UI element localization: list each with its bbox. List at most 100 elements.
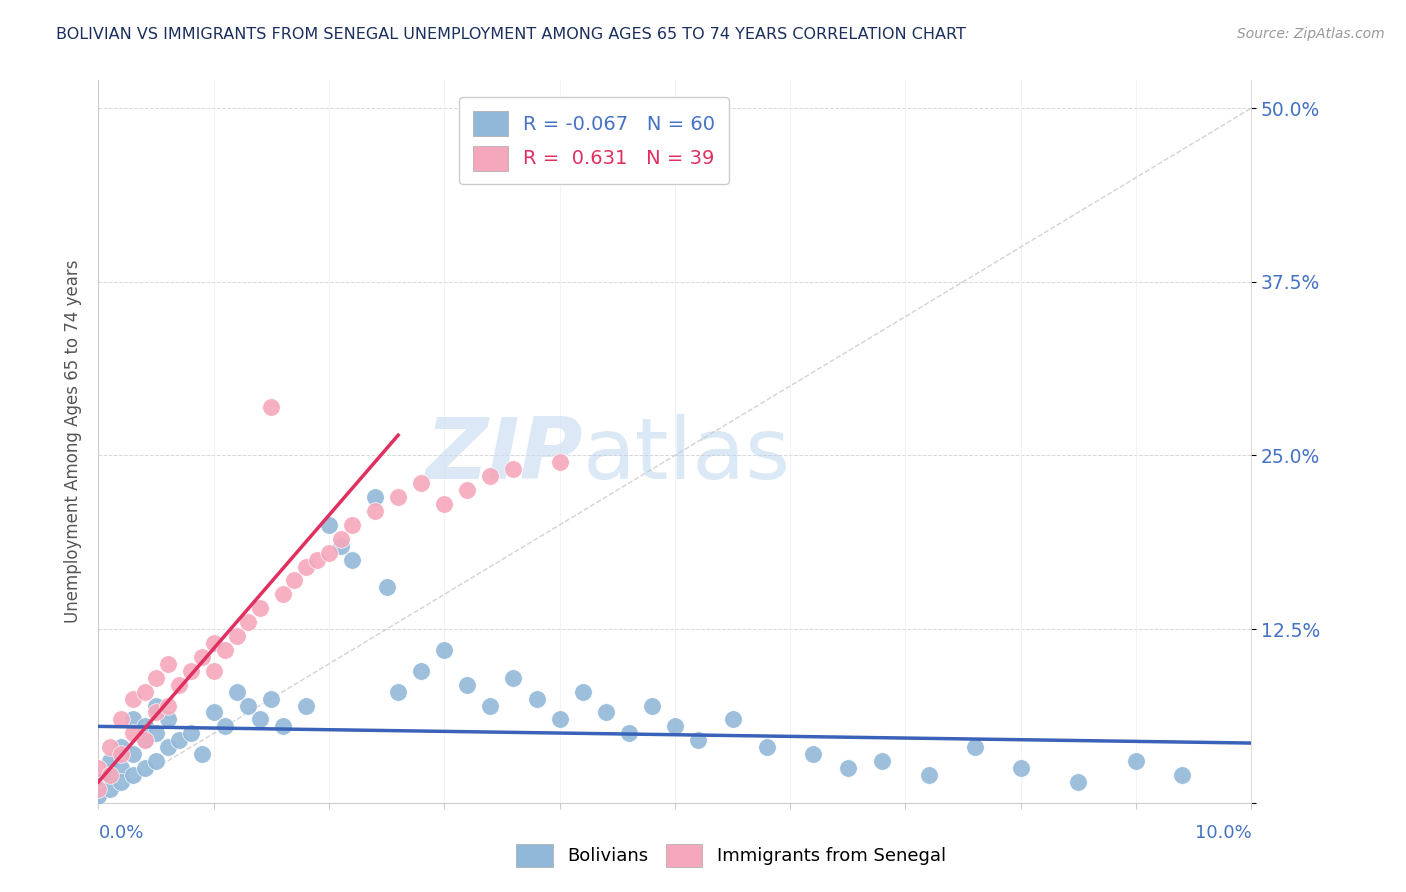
Point	[433, 643, 456, 657]
Point	[329, 539, 352, 553]
Point	[156, 657, 179, 671]
Point	[260, 400, 283, 414]
Point	[595, 706, 617, 720]
Point	[122, 713, 145, 727]
Point	[202, 706, 225, 720]
Point	[110, 761, 132, 775]
Text: BOLIVIAN VS IMMIGRANTS FROM SENEGAL UNEMPLOYMENT AMONG AGES 65 TO 74 YEARS CORRE: BOLIVIAN VS IMMIGRANTS FROM SENEGAL UNEM…	[56, 27, 966, 42]
Point	[1171, 768, 1194, 782]
Y-axis label: Unemployment Among Ages 65 to 74 years: Unemployment Among Ages 65 to 74 years	[63, 260, 82, 624]
Point	[110, 747, 132, 761]
Point	[87, 781, 110, 796]
Point	[456, 678, 478, 692]
Text: atlas: atlas	[582, 415, 790, 498]
Point	[145, 671, 167, 685]
Point	[122, 691, 145, 706]
Point	[238, 615, 260, 630]
Point	[526, 691, 548, 706]
Point	[329, 532, 352, 546]
Point	[167, 733, 190, 747]
Text: ZIP: ZIP	[425, 415, 582, 498]
Point	[502, 671, 524, 685]
Point	[145, 706, 167, 720]
Point	[167, 678, 190, 692]
Point	[249, 713, 271, 727]
Point	[180, 726, 202, 740]
Legend: Bolivians, Immigrants from Senegal: Bolivians, Immigrants from Senegal	[509, 837, 953, 874]
Point	[963, 740, 986, 755]
Point	[225, 629, 247, 643]
Point	[271, 587, 294, 601]
Point	[617, 726, 640, 740]
Point	[180, 664, 202, 678]
Point	[364, 490, 387, 504]
Point	[110, 713, 132, 727]
Point	[98, 754, 121, 768]
Text: 10.0%: 10.0%	[1195, 824, 1251, 842]
Point	[456, 483, 478, 498]
Point	[641, 698, 664, 713]
Point	[202, 664, 225, 678]
Point	[307, 552, 329, 566]
Point	[134, 733, 156, 747]
Point	[433, 497, 456, 511]
Point	[191, 649, 214, 664]
Point	[145, 698, 167, 713]
Point	[110, 775, 132, 789]
Point	[917, 768, 939, 782]
Point	[837, 761, 859, 775]
Text: Source: ZipAtlas.com: Source: ZipAtlas.com	[1237, 27, 1385, 41]
Point	[1067, 775, 1090, 789]
Legend: R = -0.067   N = 60, R =  0.631   N = 39: R = -0.067 N = 60, R = 0.631 N = 39	[460, 97, 730, 184]
Point	[87, 789, 110, 803]
Point	[134, 733, 156, 747]
Point	[686, 733, 709, 747]
Point	[479, 469, 502, 483]
Point	[98, 781, 121, 796]
Point	[295, 559, 318, 574]
Point	[387, 490, 409, 504]
Point	[225, 684, 247, 698]
Point	[214, 643, 236, 657]
Point	[122, 768, 145, 782]
Point	[479, 698, 502, 713]
Point	[98, 740, 121, 755]
Point	[214, 719, 236, 733]
Point	[364, 504, 387, 518]
Point	[387, 684, 409, 698]
Point	[295, 698, 318, 713]
Point	[87, 761, 110, 775]
Point	[571, 684, 593, 698]
Point	[110, 740, 132, 755]
Point	[191, 747, 214, 761]
Point	[1010, 761, 1032, 775]
Point	[238, 698, 260, 713]
Point	[98, 768, 121, 782]
Point	[202, 636, 225, 650]
Point	[502, 462, 524, 476]
Point	[156, 698, 179, 713]
Point	[548, 713, 571, 727]
Point	[87, 775, 110, 789]
Point	[340, 517, 363, 532]
Point	[122, 747, 145, 761]
Point	[1125, 754, 1147, 768]
Point	[271, 719, 294, 733]
Point	[145, 726, 167, 740]
Point	[548, 455, 571, 469]
Point	[122, 726, 145, 740]
Point	[260, 691, 283, 706]
Text: 0.0%: 0.0%	[98, 824, 143, 842]
Point	[145, 754, 167, 768]
Point	[721, 713, 744, 727]
Point	[156, 740, 179, 755]
Point	[134, 761, 156, 775]
Point	[375, 581, 398, 595]
Point	[756, 740, 779, 755]
Point	[664, 719, 686, 733]
Point	[98, 768, 121, 782]
Point	[318, 546, 340, 560]
Point	[134, 684, 156, 698]
Point	[134, 719, 156, 733]
Point	[872, 754, 894, 768]
